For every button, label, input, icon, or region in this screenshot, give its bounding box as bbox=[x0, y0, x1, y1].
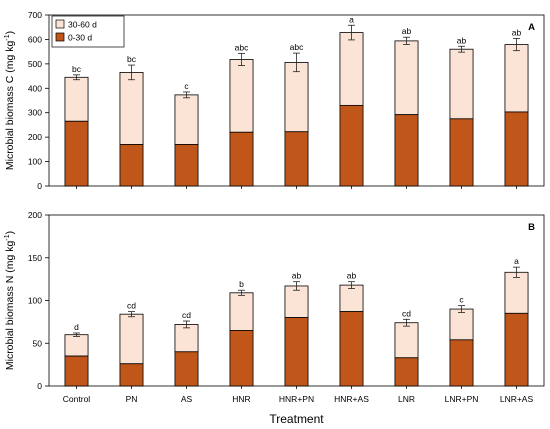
bar-segment-0-30d bbox=[449, 118, 474, 187]
significance-letter: cd bbox=[402, 308, 411, 318]
x-tick-label: HNR+PN bbox=[279, 394, 314, 404]
bar-segment-30-60d bbox=[339, 284, 364, 313]
x-tick-label: LNR+PN bbox=[445, 394, 479, 404]
y-tick-label: 100 bbox=[28, 157, 42, 167]
bar-segment-0-30d bbox=[284, 317, 309, 387]
bar-segment-0-30d bbox=[339, 104, 364, 187]
significance-letter: a bbox=[514, 256, 519, 266]
bar-segment-30-60d bbox=[394, 322, 419, 359]
y-tick-label: 600 bbox=[28, 34, 42, 44]
significance-letter: abc bbox=[290, 42, 304, 52]
significance-letter: ab bbox=[512, 27, 522, 37]
x-tick-label: HNR+AS bbox=[334, 394, 369, 404]
y-tick-label: 300 bbox=[28, 108, 42, 118]
bar-segment-0-30d bbox=[64, 120, 89, 187]
significance-letter: bc bbox=[127, 54, 137, 64]
significance-letter: b bbox=[239, 279, 244, 289]
x-tick-label: AS bbox=[181, 394, 193, 404]
y-tick-label: 400 bbox=[28, 83, 42, 93]
bar-segment-30-60d bbox=[174, 324, 199, 353]
y-tick-label: 700 bbox=[28, 10, 42, 20]
bar-segment-30-60d bbox=[504, 44, 529, 113]
bar-segment-30-60d bbox=[229, 292, 254, 331]
significance-letter: c bbox=[459, 295, 464, 305]
significance-letter: d bbox=[74, 322, 79, 332]
bar-segment-30-60d bbox=[119, 72, 144, 145]
bar-segment-0-30d bbox=[229, 330, 254, 387]
y-tick-label: 50 bbox=[33, 338, 43, 348]
legend-label: 0-30 d bbox=[68, 33, 92, 43]
significance-letter: ab bbox=[457, 35, 467, 45]
significance-letter: a bbox=[349, 14, 354, 24]
significance-letter: cd bbox=[127, 301, 136, 311]
legend: 30-60 d 0-30 d bbox=[51, 15, 125, 48]
bar-segment-30-60d bbox=[64, 334, 89, 357]
bar-segment-30-60d bbox=[119, 313, 144, 365]
legend-label: 30-60 d bbox=[68, 20, 97, 30]
legend-swatch bbox=[55, 32, 65, 42]
significance-letter: abc bbox=[235, 42, 249, 52]
y-tick-label: 500 bbox=[28, 59, 42, 69]
bar-segment-0-30d bbox=[504, 111, 529, 187]
significance-letter: ab bbox=[347, 271, 357, 281]
y-axis-label: Microbial biomass C (mg kg-1) bbox=[4, 31, 16, 170]
y-tick-label: 100 bbox=[28, 296, 42, 306]
x-tick-label: LNR+AS bbox=[500, 394, 534, 404]
x-tick-label: PN bbox=[126, 394, 138, 404]
significance-letter: cd bbox=[182, 310, 191, 320]
bar-segment-0-30d bbox=[339, 311, 364, 387]
y-tick-label: 150 bbox=[28, 253, 42, 263]
y-axis-label: Microbial biomass N (mg kg-1) bbox=[4, 231, 16, 370]
bar-segment-0-30d bbox=[284, 131, 309, 187]
significance-letter: c bbox=[184, 81, 189, 91]
bar-segment-30-60d bbox=[284, 61, 309, 133]
bar-segment-0-30d bbox=[119, 363, 144, 387]
bar-segment-0-30d bbox=[174, 351, 199, 387]
bar-segment-30-60d bbox=[174, 94, 199, 145]
y-tick-label: 0 bbox=[37, 381, 42, 391]
bar-segment-0-30d bbox=[504, 312, 529, 387]
chart-panel-A: 0 100 200 300 400 500 600 700 Microbial biomass … bbox=[4, 10, 545, 191]
bar-segment-30-60d bbox=[339, 32, 364, 106]
bar-segment-0-30d bbox=[174, 144, 199, 187]
bar-segment-0-30d bbox=[449, 339, 474, 387]
panel-label: B bbox=[528, 222, 535, 233]
bar-segment-0-30d bbox=[64, 355, 89, 387]
x-tick-label: HNR bbox=[232, 394, 250, 404]
x-axis-label: Treatment bbox=[269, 412, 324, 426]
bar-segment-0-30d bbox=[394, 114, 419, 187]
y-tick-label: 0 bbox=[37, 181, 42, 191]
bar-segment-30-60d bbox=[64, 76, 89, 122]
bar-segment-30-60d bbox=[394, 40, 419, 116]
bar-segment-30-60d bbox=[284, 285, 309, 318]
bar-segment-30-60d bbox=[504, 271, 529, 314]
legend-swatch bbox=[55, 19, 65, 29]
significance-letter: bc bbox=[72, 64, 82, 74]
bar-segment-0-30d bbox=[229, 131, 254, 187]
panel-label: A bbox=[528, 22, 535, 33]
bar-segment-30-60d bbox=[449, 308, 474, 341]
bar-segment-30-60d bbox=[449, 48, 474, 120]
significance-letter: ab bbox=[402, 26, 412, 36]
x-tick-label: LNR bbox=[398, 394, 415, 404]
bar-segment-0-30d bbox=[119, 144, 144, 187]
y-tick-label: 200 bbox=[28, 210, 42, 220]
x-tick-label: Control bbox=[63, 394, 91, 404]
bar-segment-0-30d bbox=[394, 357, 419, 387]
y-tick-label: 200 bbox=[28, 132, 42, 142]
significance-letter: ab bbox=[292, 271, 302, 281]
chart-panel-B: 0 50 100 150 200 Microbial biomass N (mg kg-1… bbox=[4, 210, 545, 426]
bar-segment-30-60d bbox=[229, 59, 254, 133]
